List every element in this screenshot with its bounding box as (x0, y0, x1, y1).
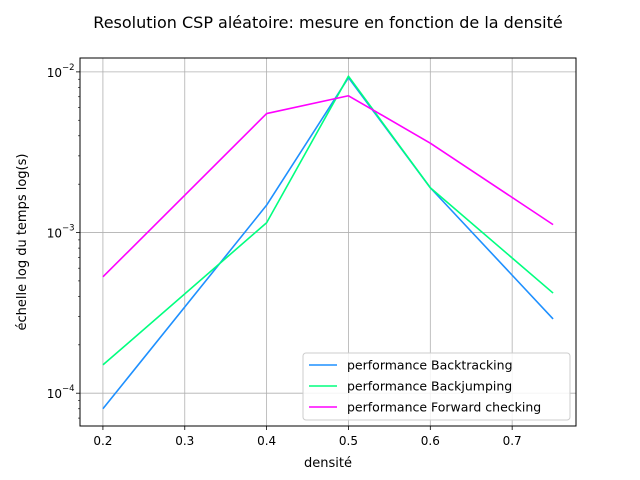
y-tick-base: 10 (47, 227, 62, 241)
legend-label: performance Forward checking (347, 400, 541, 415)
y-tick-base: 10 (47, 66, 62, 80)
y-tick-exponent: −2 (62, 63, 75, 73)
y-tick-exponent: −3 (62, 224, 75, 234)
y-axis-ticks: 10−410−310−2 (47, 63, 80, 419)
x-tick-label: 0.5 (339, 434, 358, 448)
x-tick-label: 0.6 (421, 434, 440, 448)
x-tick-label: 0.4 (257, 434, 276, 448)
y-tick-exponent: −4 (62, 384, 75, 394)
legend-box (302, 352, 571, 421)
series-line-2 (102, 75, 554, 366)
legend: performance Backtracking performance Back… (302, 352, 571, 421)
series-line-3 (102, 94, 554, 278)
x-tick-label: 0.2 (93, 434, 112, 448)
x-tick-label: 0.7 (503, 434, 522, 448)
legend-label: performance Backjumping (347, 379, 512, 394)
series-lines (102, 75, 554, 410)
y-tick-label: 10 −4 (47, 384, 75, 401)
chart-title: Resolution CSP aléatoire: mesure en fonc… (93, 13, 562, 32)
y-tick-base: 10 (47, 387, 62, 401)
x-axis-ticks: 0.2 0.3 0.4 0.5 0.6 0.7 (93, 426, 522, 448)
x-tick-label: 0.3 (175, 434, 194, 448)
x-axis-label: densité (304, 456, 352, 471)
legend-label: performance Backtracking (347, 358, 513, 373)
y-tick-label: 10 −3 (47, 224, 75, 241)
plot-frame (79, 57, 577, 427)
y-tick-label: 10 −2 (47, 63, 75, 80)
y-axis-label: échelle log du temps log(s) (15, 154, 30, 331)
